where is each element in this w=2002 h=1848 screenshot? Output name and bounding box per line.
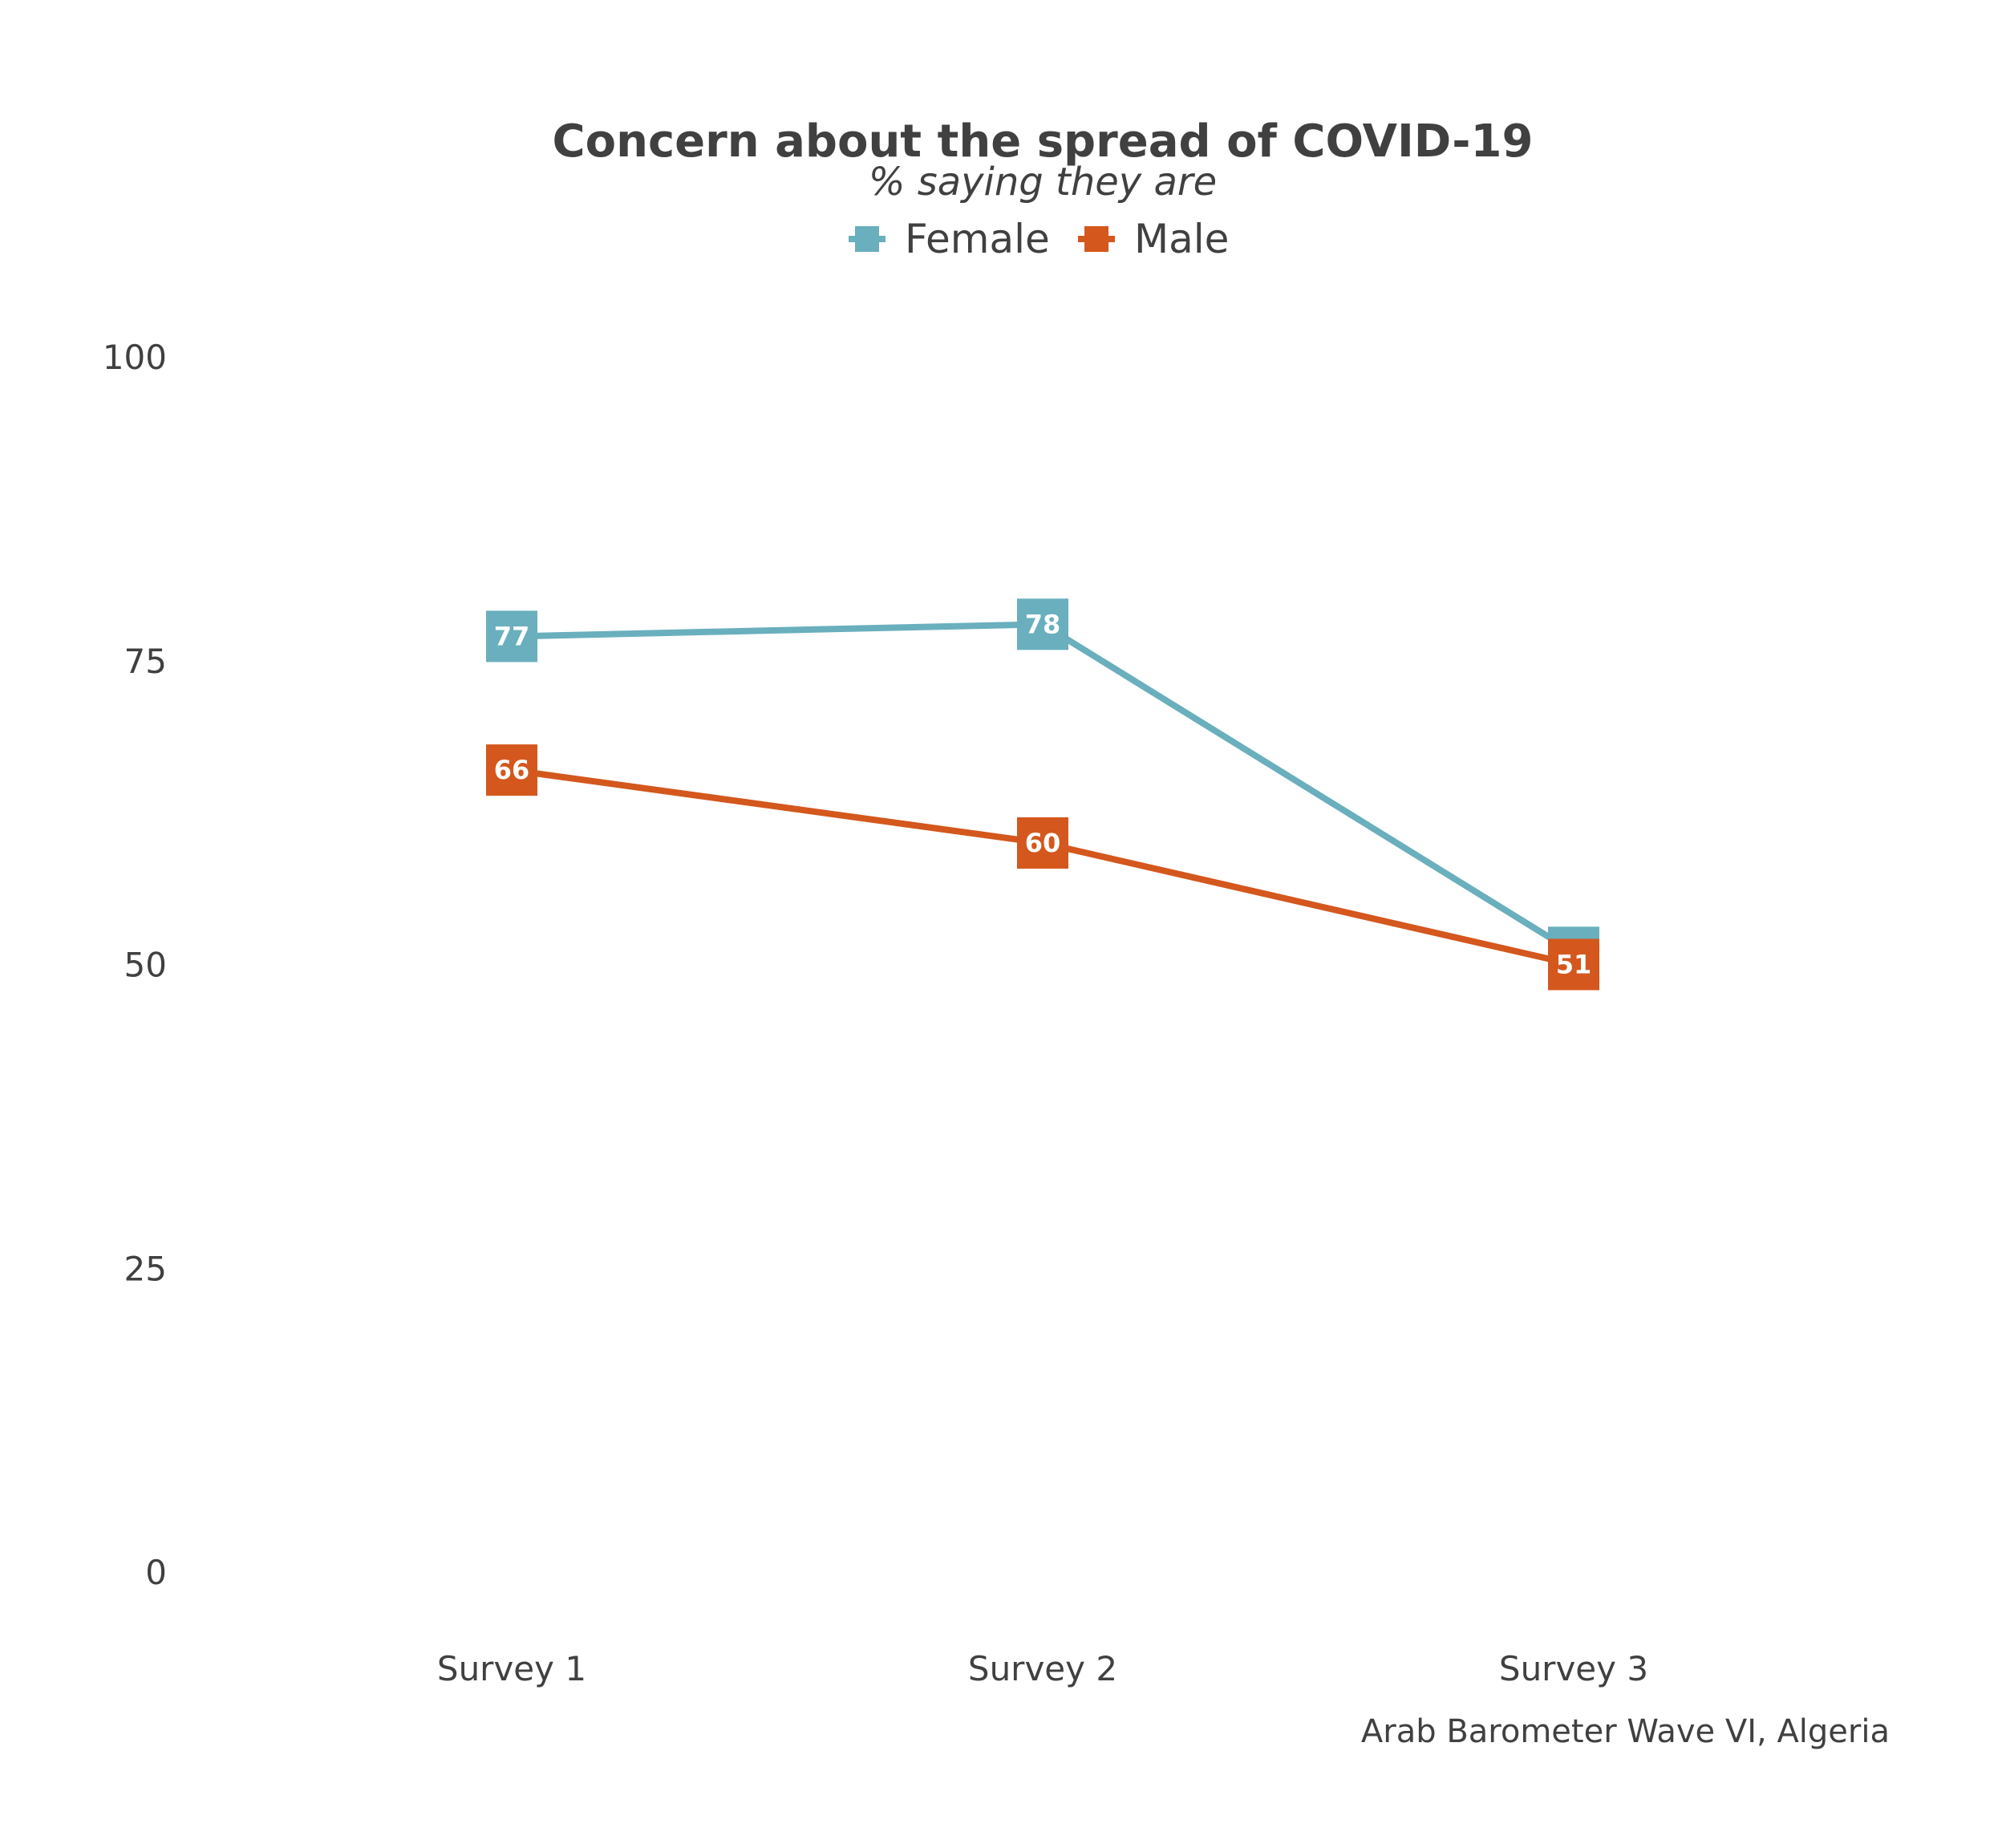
legend-swatch-male-marker — [1084, 226, 1108, 252]
legend-item-male: Male — [1078, 216, 1229, 262]
data-label-male: 51 — [1556, 950, 1592, 980]
y-tick-label: 100 — [103, 338, 167, 377]
legend-label-female: Female — [905, 216, 1050, 262]
x-tick-label: Survey 1 — [437, 1649, 586, 1688]
plot-area: 77 78 66 60 51 — [486, 598, 1599, 991]
x-axis: Survey 1 Survey 2 Survey 3 — [437, 1649, 1648, 1688]
data-label-female: 78 — [1025, 609, 1061, 639]
legend-swatch-female-marker — [855, 226, 879, 252]
legend-label-male: Male — [1134, 216, 1229, 262]
x-tick-label: Survey 2 — [968, 1649, 1117, 1688]
x-tick-label: Survey 3 — [1499, 1649, 1648, 1688]
data-label-female: 77 — [494, 621, 530, 651]
y-axis: 100 75 50 25 0 — [103, 338, 167, 1592]
y-tick-label: 50 — [124, 946, 167, 985]
data-point-male — [1017, 817, 1068, 869]
chart-title: Concern about the spread of COVID-19 — [553, 116, 1534, 168]
data-point-male — [486, 744, 537, 796]
data-point-female — [486, 610, 537, 663]
y-tick-label: 75 — [124, 642, 167, 681]
series-line-female — [511, 621, 1576, 955]
data-point-female — [1017, 598, 1068, 650]
legend: Female Male — [849, 216, 1229, 262]
y-tick-label: 0 — [145, 1553, 167, 1592]
chart-caption: Arab Barometer Wave VI, Algeria — [1361, 1713, 1890, 1750]
data-label-male: 60 — [1025, 828, 1061, 858]
legend-item-female: Female — [849, 216, 1050, 262]
data-point-male — [1548, 938, 1599, 991]
data-label-male: 66 — [494, 755, 530, 785]
chart-subtitle: % saying they are — [869, 160, 1217, 205]
y-tick-label: 25 — [124, 1249, 167, 1288]
